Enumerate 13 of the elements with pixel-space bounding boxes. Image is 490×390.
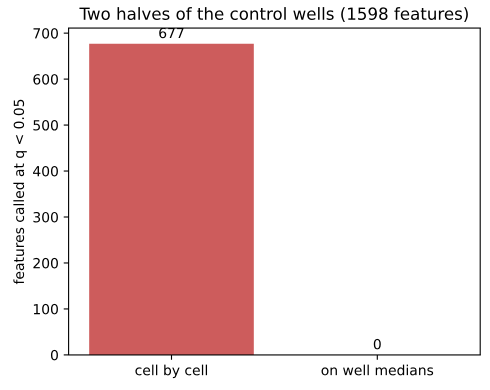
x-tick-label: on well medians [322, 364, 434, 376]
chart-title: Two halves of the control wells (1598 features) [79, 7, 468, 22]
y-tick-label: 500 [33, 120, 58, 131]
x-tick-label: cell by cell [135, 364, 208, 378]
y-tick-label: 600 [33, 74, 58, 85]
data-label: 0 [374, 338, 381, 350]
y-tick-label: 200 [33, 258, 58, 268]
y-axis-title: features called at q < 0.05 [13, 100, 27, 284]
y-tick-label: 700 [34, 28, 58, 39]
y-tick-label: 100 [34, 304, 58, 314]
y-tick-label: 0 [50, 350, 58, 360]
y-tick-label: 400 [33, 166, 58, 177]
y-tick-label: 300 [33, 212, 58, 222]
